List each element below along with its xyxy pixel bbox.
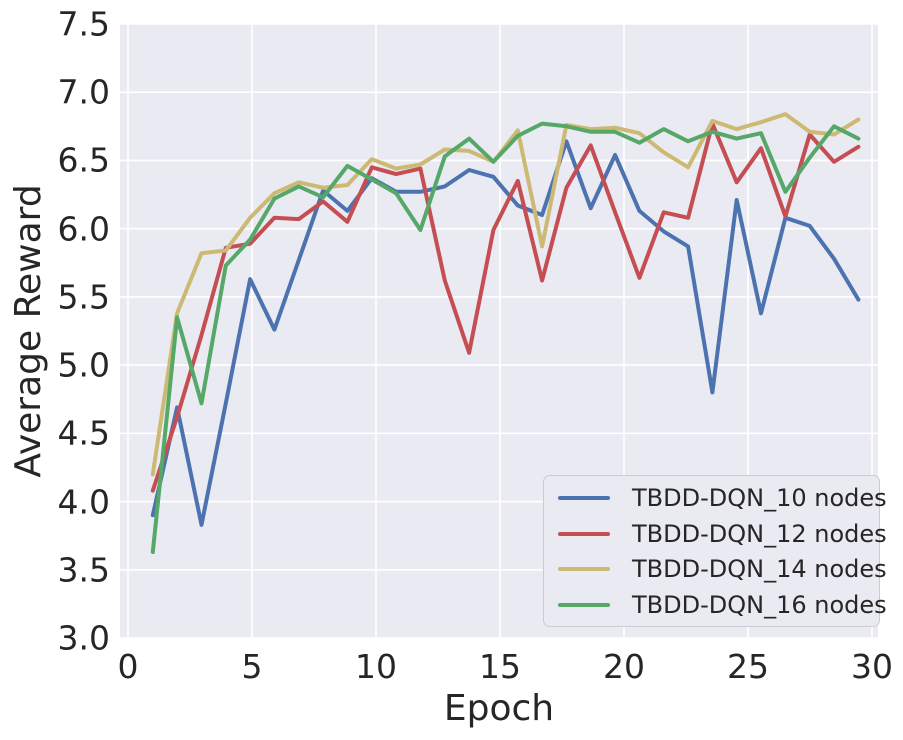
legend-swatch-2 [558, 531, 610, 536]
legend-swatch-3 [558, 567, 610, 572]
y-tick-label: 4.0 [57, 482, 110, 522]
legend: TBDD-DQN_10 nodes TBDD-DQN_12 nodes TBDD-D… [543, 475, 887, 627]
legend-label: TBDD-DQN_10 nodes [632, 484, 887, 512]
y-tick-label: 4.5 [57, 413, 110, 453]
x-tick-label: 10 [355, 647, 397, 686]
legend-label: TBDD-DQN_12 nodes [632, 519, 887, 548]
legend-swatch-4 [558, 602, 610, 607]
y-tick-label: 6.5 [57, 140, 110, 180]
x-tick-label: 5 [241, 647, 263, 686]
y-tick-label: 6.0 [57, 209, 110, 249]
legend-label: TBDD-DQN_16 nodes [632, 590, 887, 619]
legend-item: TBDD-DQN_12 nodes [558, 522, 887, 546]
x-tick-label: 25 [727, 647, 769, 686]
legend-label: TBDD-DQN_14 nodes [632, 555, 887, 584]
x-tick-label: 30 [851, 647, 893, 686]
legend-item: TBDD-DQN_10 nodes [558, 486, 887, 510]
x-tick-label: 0 [117, 647, 139, 686]
y-tick-label: 7.0 [57, 72, 110, 112]
y-tick-label: 3.5 [57, 550, 110, 590]
series-line-1 [150, 139, 861, 527]
y-tick-label: 5.0 [57, 345, 110, 385]
x-tick-label: 20 [603, 647, 645, 686]
y-tick-label: 7.5 [57, 4, 110, 44]
x-axis-label: Epoch [443, 688, 555, 729]
legend-item: TBDD-DQN_14 nodes [558, 557, 887, 581]
y-tick-label: 3.0 [57, 618, 110, 658]
y-axis-label: Average Reward [8, 184, 49, 478]
legend-item: TBDD-DQN_16 nodes [558, 593, 887, 617]
series-line-2 [150, 121, 861, 493]
legend-swatch-1 [558, 496, 610, 500]
y-tick-label: 5.5 [57, 277, 110, 317]
x-tick-label: 15 [479, 647, 521, 686]
series-line-4 [150, 121, 861, 554]
